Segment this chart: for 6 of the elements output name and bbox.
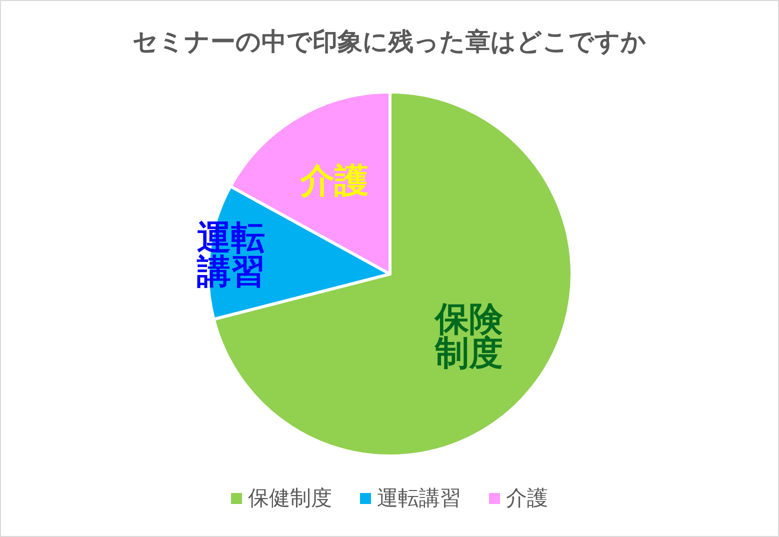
legend-label: 保健制度	[248, 487, 332, 510]
chart-title: セミナーの中で印象に残った章はどこですか	[132, 28, 646, 56]
legend-label: 介護	[506, 487, 548, 510]
text: 介護	[299, 162, 368, 200]
legend-label: 運転講習	[377, 487, 461, 510]
text: 保険制度	[433, 300, 504, 372]
